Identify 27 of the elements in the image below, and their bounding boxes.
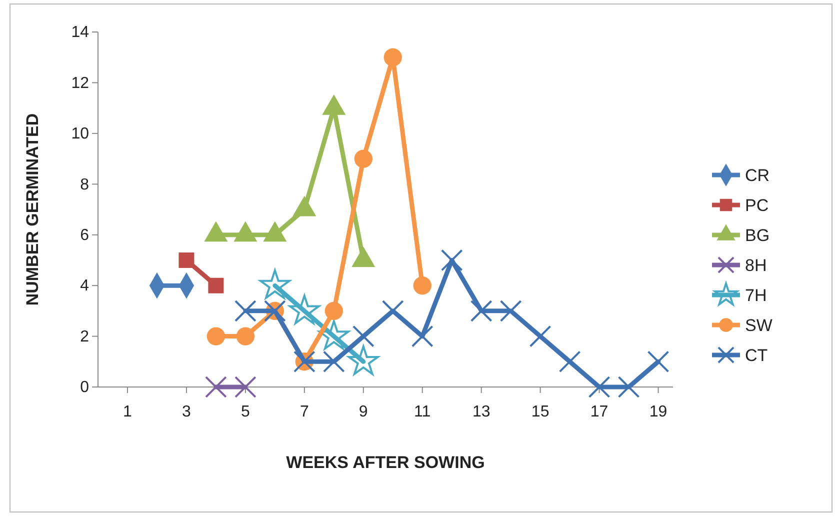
y-tick-label: 0 <box>80 379 90 396</box>
legend-label: 7H <box>745 286 767 305</box>
y-tick-label: 6 <box>80 226 90 244</box>
legend-label: CT <box>745 346 768 365</box>
legend-label: SW <box>745 316 772 335</box>
x-tick-label: 19 <box>649 403 668 420</box>
y-tick-label: 4 <box>80 278 90 295</box>
x-axis-title: WEEKS AFTER SOWING <box>286 453 485 472</box>
x-tick-label: 1 <box>123 403 132 420</box>
y-tick-label: 14 <box>71 24 90 42</box>
x-tick-label: 9 <box>358 403 368 420</box>
x-tick-label: 5 <box>240 403 250 420</box>
y-tick-label: 12 <box>71 74 90 92</box>
x-tick-label: 15 <box>531 403 550 420</box>
x-tick-label: 17 <box>590 403 608 420</box>
y-tick-label: 8 <box>80 176 90 194</box>
x-tick-label: 13 <box>472 403 490 420</box>
y-tick-label: 10 <box>71 126 90 143</box>
y-axis-title: NUMBER GERMINATED <box>23 113 42 306</box>
legend-label: 8H <box>745 256 767 275</box>
legend-label: PC <box>745 196 769 215</box>
x-tick-label: 11 <box>414 403 431 420</box>
x-tick-label: 7 <box>300 403 309 420</box>
y-tick-label: 2 <box>80 328 90 346</box>
legend-label: CR <box>745 166 770 185</box>
legend-label: BG <box>745 226 770 245</box>
x-tick-label: 3 <box>182 403 192 420</box>
